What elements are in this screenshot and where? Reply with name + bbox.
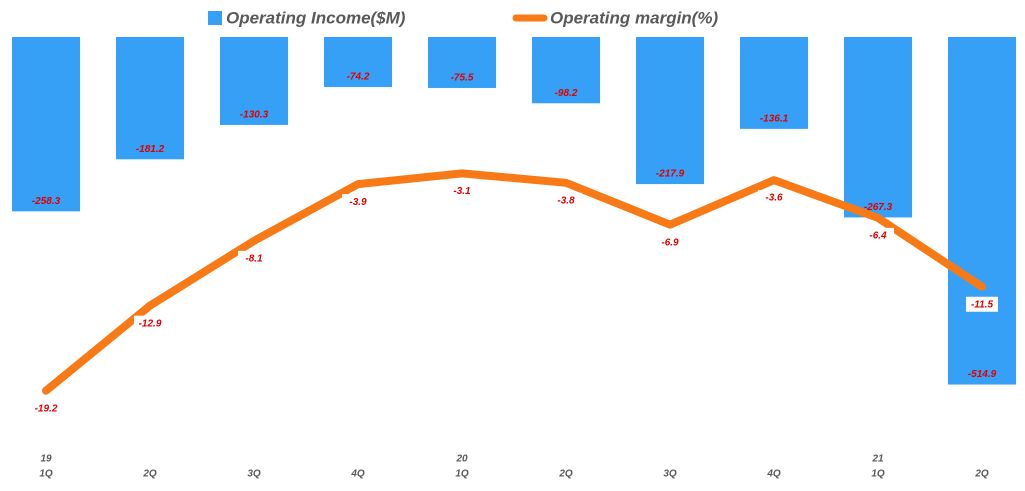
data-label-group: -8.1 [238, 250, 270, 266]
data-label: -74.2 [347, 72, 370, 83]
legend-label: Operating margin(%) [550, 8, 718, 27]
data-label-group: -3.8 [550, 192, 582, 208]
x-tick-label: 2Q [558, 469, 573, 480]
data-label-bg [134, 315, 166, 331]
data-label: -3.6 [765, 193, 783, 204]
data-label-group: -19.2 [30, 400, 62, 416]
data-label: -8.1 [245, 253, 263, 264]
data-label-bg [654, 234, 686, 250]
data-label: -3.8 [557, 195, 575, 206]
bar [948, 37, 1016, 385]
bar [116, 37, 184, 160]
data-label: -6.4 [869, 231, 887, 242]
x-tick-label: 3Q [247, 469, 261, 480]
data-label-bg [966, 296, 998, 312]
x-year-label: 21 [871, 454, 884, 465]
data-label: -12.9 [139, 318, 162, 329]
x-tick-label: 2Q [142, 469, 157, 480]
data-label: -181.2 [136, 144, 165, 155]
bar [324, 37, 392, 88]
data-label-bg [862, 227, 894, 243]
legend-swatch [208, 11, 222, 25]
data-label-group: -3.1 [446, 183, 478, 199]
data-label: -514.9 [968, 369, 997, 380]
x-year-label: 19 [40, 454, 52, 465]
x-tick-label: 2Q [974, 469, 989, 480]
data-label: -11.5 [971, 299, 993, 310]
x-tick-label: 4Q [350, 469, 365, 480]
data-label-group: -6.4 [862, 227, 894, 243]
data-label: -136.1 [760, 114, 789, 125]
data-label-group: -12.9 [134, 315, 166, 331]
line [42, 169, 986, 395]
x-tick-label: 1Q [455, 469, 469, 480]
data-label: -217.9 [656, 169, 685, 180]
bar [844, 37, 912, 218]
data-label: -258.3 [32, 196, 61, 207]
bar [636, 37, 704, 185]
data-label: -75.5 [451, 73, 474, 84]
bar [428, 37, 496, 88]
x-tick-label: 1Q [871, 469, 885, 480]
legend-label: Operating Income($M) [226, 8, 406, 27]
bar [220, 37, 288, 125]
data-label-group: -3.9 [342, 194, 374, 210]
data-label: -3.1 [453, 186, 471, 197]
data-label: -98.2 [555, 88, 578, 99]
data-label-bg [758, 190, 790, 206]
data-label: -19.2 [35, 403, 58, 414]
x-tick-label: 4Q [766, 469, 781, 480]
x-tick-label: 1Q [39, 469, 53, 480]
x-tick-label: 3Q [663, 469, 677, 480]
data-label: -267.3 [864, 202, 893, 213]
bar [12, 37, 80, 212]
data-label: -6.9 [661, 237, 679, 248]
data-label-group: -3.6 [758, 190, 790, 206]
bar [532, 37, 600, 104]
data-label-bg [342, 194, 374, 210]
data-label: -3.9 [349, 197, 367, 208]
x-year-label: 20 [455, 454, 468, 465]
data-label-bg [550, 192, 582, 208]
bar [740, 37, 808, 129]
data-label-bg [238, 250, 270, 266]
data-label-bg [30, 400, 62, 416]
data-label-group: -6.9 [654, 234, 686, 250]
data-label-bg [446, 183, 478, 199]
data-label: -130.3 [240, 110, 269, 121]
data-label-group: -11.5 [966, 296, 998, 312]
